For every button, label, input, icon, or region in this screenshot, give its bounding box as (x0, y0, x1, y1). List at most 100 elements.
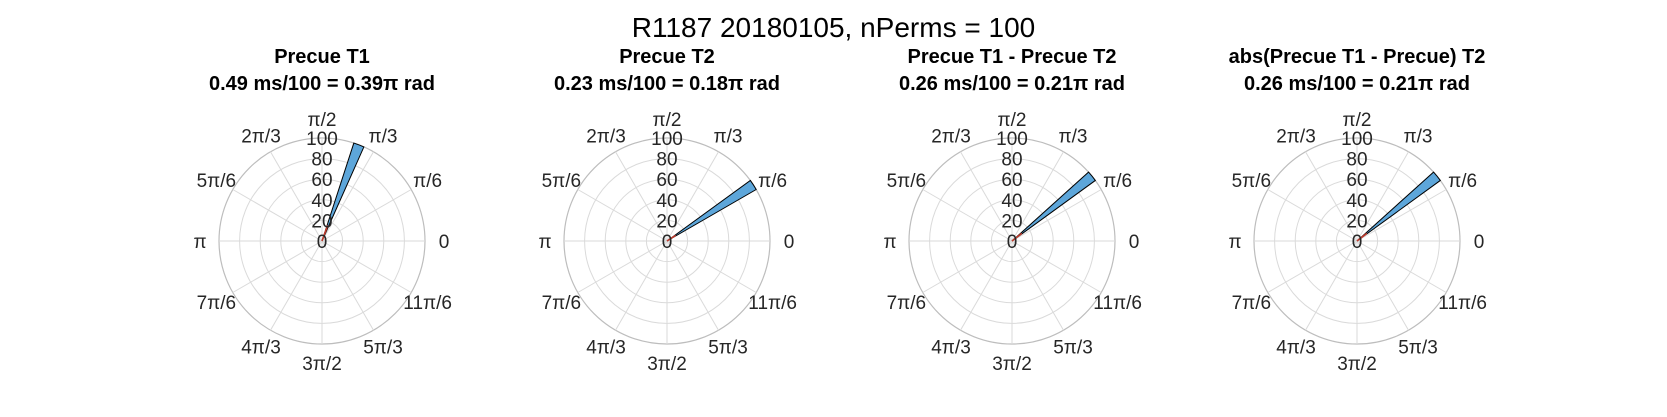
radial-tick-label: 20 (311, 211, 332, 232)
angular-gridline (1356, 240, 1409, 331)
angular-gridline (666, 151, 719, 242)
angle-tick-label: 11π/6 (1093, 293, 1142, 314)
angle-tick-label: π/2 (653, 110, 682, 131)
angular-gridline (232, 189, 323, 242)
angle-tick-label: 5π/6 (197, 171, 237, 192)
radial-tick-label: 80 (1001, 150, 1022, 171)
radial-tick-label: 60 (311, 170, 332, 191)
radial-tick-label: 80 (311, 150, 332, 171)
angle-tick-label: 7π/6 (1232, 293, 1272, 314)
angle-tick-label: π/6 (413, 171, 442, 192)
angular-gridline (922, 240, 1013, 293)
angle-tick-label: 4π/3 (931, 338, 971, 359)
angle-tick-label: π/6 (758, 171, 787, 192)
radial-tick-label: 40 (1346, 191, 1367, 212)
panel-title: Precue T1 - Precue T2 (907, 46, 1117, 68)
angle-tick-label: π/2 (308, 110, 337, 131)
radial-tick-label: 0 (662, 232, 673, 253)
angular-gridline (270, 240, 323, 331)
angular-gridline (321, 189, 412, 242)
angle-tick-label: π (193, 232, 206, 253)
angle-tick-label: 0 (439, 232, 450, 253)
radial-tick-label: 40 (656, 191, 677, 212)
angle-tick-label: 5π/6 (887, 171, 927, 192)
panel-title: abs(Precue T1 - Precue) T2 (1228, 46, 1486, 68)
angle-tick-label: 2π/3 (586, 126, 626, 147)
radial-tick-label: 0 (317, 232, 328, 253)
radial-tick-label: 0 (1007, 232, 1018, 253)
histogram-bar (1356, 171, 1442, 242)
angle-tick-label: π/3 (1404, 126, 1433, 147)
radial-tick-label: 20 (1346, 211, 1367, 232)
panel-subtitle: 0.26 ms/100 = 0.21π rad (898, 73, 1126, 95)
angle-tick-label: π/2 (1343, 110, 1372, 131)
panel-title: Precue T2 (619, 46, 715, 68)
angular-gridline (1267, 189, 1358, 242)
angle-tick-label: π/3 (714, 126, 743, 147)
polar-panel-abs-difference: abs(Precue T1 - Precue) T2 0.26 ms/100 =… (1177, 0, 1537, 417)
polar-panel-precue-t1: Precue T1 0.49 ms/100 = 0.39π rad 0 20 40 6… (142, 0, 502, 417)
angle-tick-label: 11π/6 (1438, 293, 1487, 314)
resultant-vector (321, 225, 329, 242)
angular-gridline (615, 240, 668, 331)
angle-tick-label: 0 (1129, 232, 1140, 253)
angular-gridline (577, 189, 668, 242)
radial-tick-label: 60 (1001, 170, 1022, 191)
angular-gridline (321, 240, 374, 331)
angular-gridline (1356, 240, 1447, 293)
angle-tick-label: 2π/3 (1276, 126, 1316, 147)
angular-gridline (1305, 151, 1358, 242)
angle-tick-label: 3π/2 (647, 354, 687, 375)
resultant-vector (666, 234, 677, 242)
angle-tick-label: 0 (784, 232, 795, 253)
angle-tick-label: π (1228, 232, 1241, 253)
angle-tick-label: 7π/6 (542, 293, 582, 314)
angular-gridline (321, 151, 374, 242)
polar-plot: 0204060801000π/6π/3π/22π/35π/6π7π/64π/33… (1228, 110, 1487, 375)
angular-gridline (960, 240, 1013, 331)
polar-plot: 0204060801000π/6π/3π/22π/35π/6π7π/64π/33… (883, 110, 1142, 375)
angle-tick-label: 5π/6 (542, 171, 582, 192)
radial-tick-label: 100 (651, 129, 683, 150)
angle-tick-label: π/3 (1059, 126, 1088, 147)
angle-tick-label: 4π/3 (1276, 338, 1316, 359)
angular-gridline (321, 240, 412, 293)
angle-tick-label: 7π/6 (197, 293, 237, 314)
polar-plot: 0204060801000π/6π/3π/22π/35π/6π7π/64π/33… (193, 110, 452, 375)
angle-tick-label: 5π/3 (1053, 338, 1093, 359)
angular-gridline (232, 240, 323, 293)
angular-gridline (666, 240, 757, 293)
radial-tick-label: 60 (1346, 170, 1367, 191)
angle-tick-label: π (538, 232, 551, 253)
angular-gridline (922, 189, 1013, 242)
panel-title: Precue T1 (274, 46, 370, 68)
angle-tick-label: π/2 (998, 110, 1027, 131)
angular-gridline (666, 240, 719, 331)
angle-tick-label: 5π/6 (1232, 171, 1272, 192)
angular-gridline (1305, 240, 1358, 331)
panel-subtitle: 0.49 ms/100 = 0.39π rad (208, 73, 436, 95)
angular-gridline (1011, 240, 1102, 293)
resultant-vector (1356, 232, 1368, 242)
angular-gridline (1011, 151, 1064, 242)
angle-tick-label: π (883, 232, 896, 253)
angular-gridline (1356, 189, 1447, 242)
polar-plot: 0204060801000π/6π/3π/22π/35π/6π7π/64π/33… (538, 110, 797, 375)
radial-tick-label: 80 (1346, 150, 1367, 171)
angle-tick-label: 2π/3 (241, 126, 281, 147)
angular-gridline (1011, 189, 1102, 242)
panel-subtitle: 0.23 ms/100 = 0.18π rad (553, 73, 781, 95)
angle-tick-label: π/6 (1448, 171, 1477, 192)
angle-tick-label: 2π/3 (931, 126, 971, 147)
angle-tick-label: 4π/3 (586, 338, 626, 359)
radial-tick-label: 20 (656, 211, 677, 232)
angular-gridline (577, 240, 668, 293)
histogram-bar (321, 142, 365, 242)
angle-tick-label: π/6 (1103, 171, 1132, 192)
angular-gridline (1267, 240, 1358, 293)
angle-tick-label: 7π/6 (887, 293, 927, 314)
radial-tick-label: 100 (306, 129, 338, 150)
histogram-bar (666, 179, 757, 242)
resultant-vector (1011, 232, 1023, 242)
angle-tick-label: 0 (1474, 232, 1485, 253)
